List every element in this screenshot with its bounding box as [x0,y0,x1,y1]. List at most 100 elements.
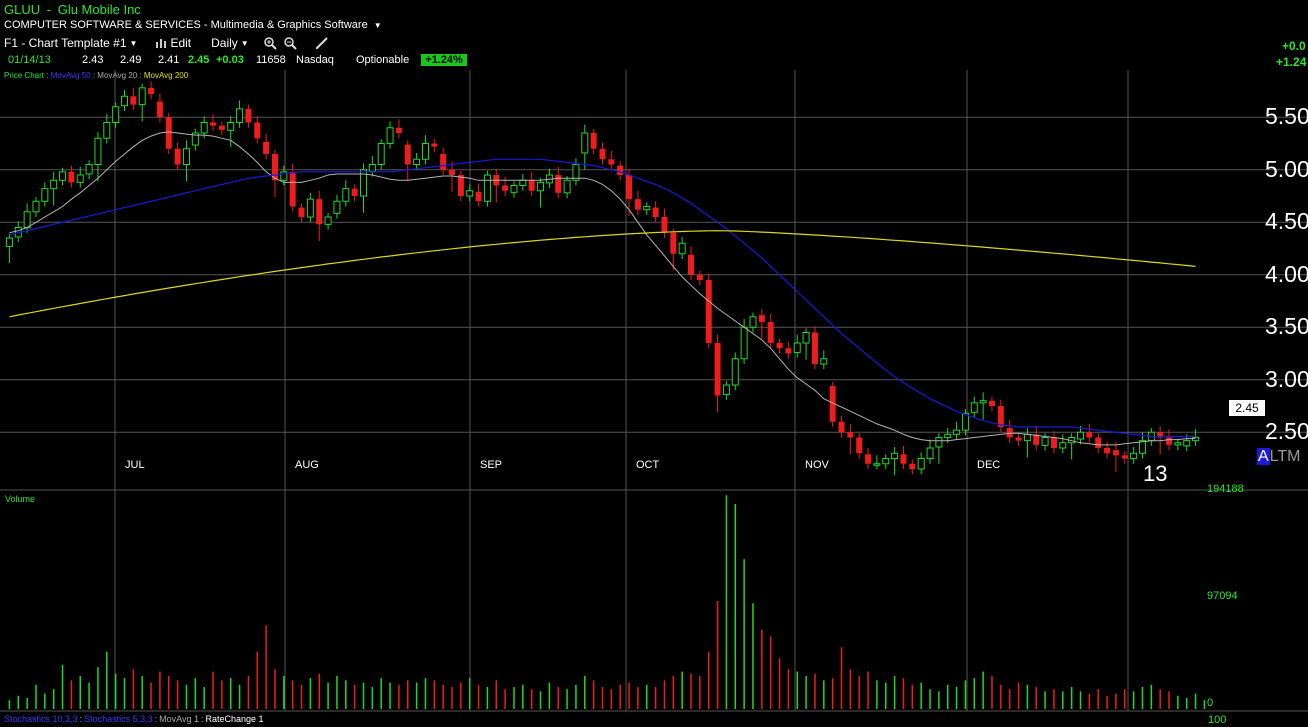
zoom-in-icon [263,37,277,50]
candle-body-down [590,133,597,149]
candle-body-up [200,122,208,134]
candle-body-up [306,198,314,218]
candle-body-down [1166,437,1173,445]
candle-body-down [599,148,606,160]
date-tick-label: 13 [1143,461,1168,486]
candle-body-up [342,188,350,202]
tab-movavg[interactable]: MovAvg 1 [159,714,199,724]
candle-body-down [174,148,181,165]
candle-body-up [421,143,429,160]
zoom-out-button[interactable] [283,36,297,50]
candle-body-up [643,206,651,211]
tab-stochastics-5[interactable]: Stochastics 5,3,3 [84,714,153,724]
candle-body-up [138,87,146,106]
price-tick-label: 5.50 [1265,103,1308,130]
legend-ma200: MovAvg 200 [143,71,189,80]
right-pct: +1.24 [1276,55,1307,69]
quote-open: 2.43 [82,54,104,66]
candle-body-down [210,122,217,126]
template-dropdown[interactable]: F1 - Chart Template #1 ▼ [4,36,137,50]
candle-body-down [1095,437,1102,448]
candle-body-up [979,400,987,404]
candle-body-down [218,125,225,130]
candle-body-up [678,242,686,255]
candle-body-down [316,199,323,225]
candle-body-up [722,384,730,395]
candle-body-up [280,171,288,181]
candle-body-up [1059,442,1067,449]
candle-body-down [617,165,624,175]
candle-body-up [483,174,491,202]
volume-tick-label: 194188 [1207,483,1244,495]
candle-body-up [1041,437,1049,446]
candle-body-down [856,437,863,454]
candle-body-up [749,316,757,328]
candle-body-down [1157,432,1164,438]
title-bar: GLUU - Glu Mobile Inc [4,2,141,17]
volume-label: Volume [5,494,36,504]
candle-body-up [112,106,120,123]
candle-body-down [298,207,305,217]
candle-body-down [865,454,872,464]
candle-body-up [1174,442,1182,446]
legend-sep: : [46,71,49,80]
altm-button[interactable]: ALTM [1257,448,1300,466]
candle-body-up [820,358,828,365]
sector-label: COMPUTER SOFTWARE & SERVICES - Multimedi… [4,19,368,31]
candle-body-down [263,141,270,154]
candle-body-up [386,127,394,144]
candle-body-up [1183,440,1191,447]
candle-body-down [1015,437,1022,441]
candle-body-down [271,154,278,181]
candle-body-up [413,158,421,165]
candle-body-up [5,237,13,247]
date-tick-label: OCT [636,459,660,471]
candle-body-down [634,199,641,210]
indicator-legend[interactable]: Price Chart : MovAvg 50 : MovAvg 20 : Mo… [4,71,188,80]
template-label: F1 - Chart Template #1 [4,36,127,50]
candle-body-up [917,458,925,470]
company-name: Glu Mobile Inc [57,2,141,17]
quote-last: 2.45 [188,54,210,66]
legend-ma20: MovAvg 20 [97,71,138,80]
ma200-line [9,230,1196,318]
chevron-down-icon: ▼ [240,38,249,48]
candle-body-up [360,169,367,197]
zoom-in-button[interactable] [263,36,277,50]
legend-ma50: MovAvg 50 [50,71,91,80]
candle-body-up [94,137,102,165]
candle-body-up [793,342,801,353]
draw-button[interactable] [315,36,329,50]
candle-body-down [829,386,836,422]
edit-button[interactable]: Edit [155,36,191,50]
date-tick-label: AUG [295,459,319,471]
candle-body-up [85,164,93,175]
interval-dropdown[interactable]: Daily ▼ [211,36,249,50]
candle-body-up [377,143,385,165]
candle-body-up [740,326,748,360]
candle-body-up [324,216,332,225]
candle-body-down [1112,450,1119,456]
ma20-line [9,131,1196,446]
candle-body-down [847,432,854,438]
candle-body-up [76,174,84,183]
candle-body-up [873,463,881,466]
candle-body-down [838,421,845,433]
price-candles [5,81,1200,476]
candle-body-up [581,132,589,154]
candle-body-down [688,254,695,275]
tab-stochastics-10[interactable]: Stochastics 10,3,3 [4,714,78,724]
tab-ratechange[interactable]: RateChange 1 [205,714,264,724]
candle-body-up [1138,440,1146,454]
candle-body-up [891,452,899,459]
candle-body-up [103,122,111,139]
quote-optionable: Optionable [356,54,410,66]
right-change: +0.0 [1282,39,1306,53]
chevron-down-icon: ▼ [129,38,138,48]
candle-body-up [59,171,67,181]
candle-body-down [440,154,447,170]
sector-dropdown[interactable]: COMPUTER SOFTWARE & SERVICES - Multimedi… [4,19,382,31]
candle-body-down [156,101,163,118]
candle-body-up [944,433,952,439]
